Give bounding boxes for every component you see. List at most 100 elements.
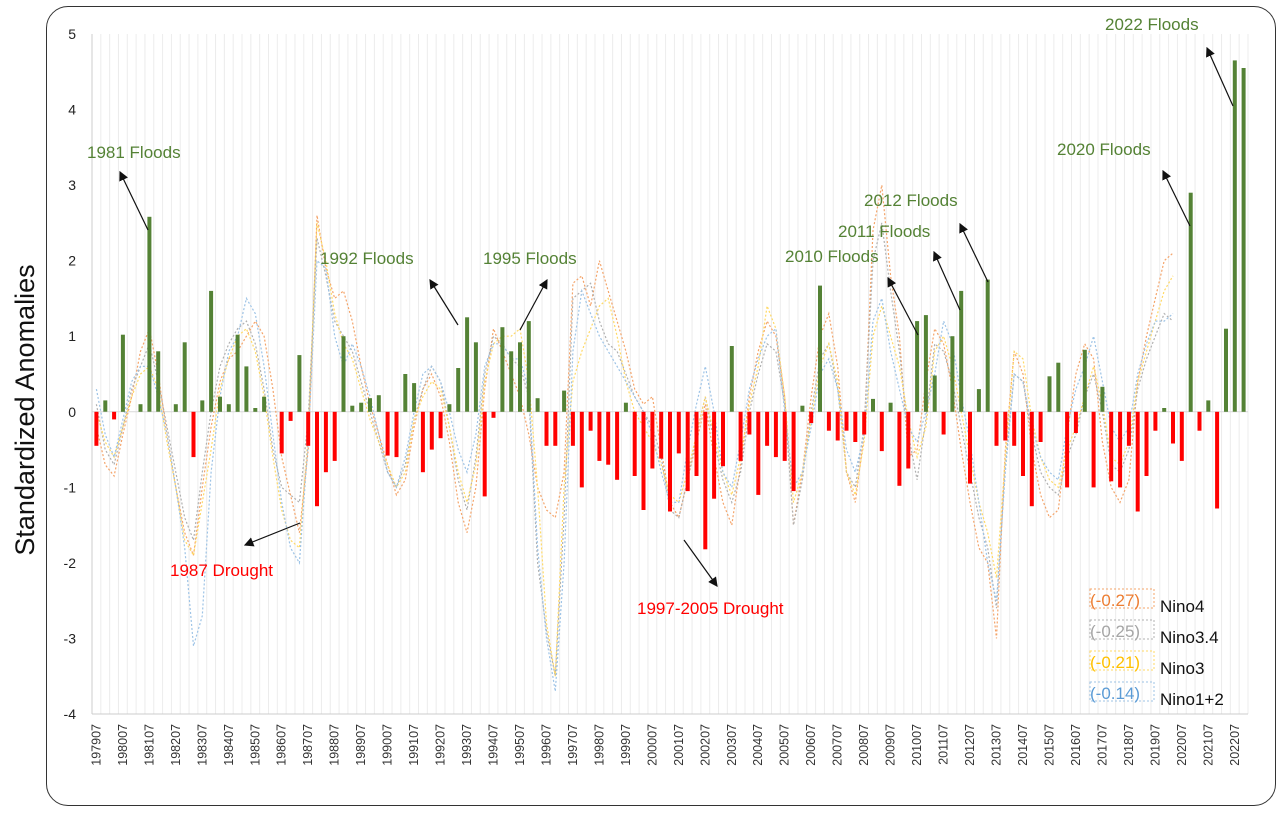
anomaly-bar [791, 411, 796, 492]
anomaly-bar [1215, 411, 1220, 509]
legend-corr-nino4: (-0.27) [1090, 591, 1140, 610]
x-tick-label: 198407 [222, 724, 236, 766]
anomaly-bar [976, 389, 981, 412]
anomaly-bar [782, 411, 787, 461]
anomaly-bar [668, 411, 672, 512]
anomaly-bar [923, 315, 928, 412]
x-tick-label: 201407 [1016, 724, 1030, 766]
anomaly-bar [1188, 192, 1193, 412]
anomaly-bar [765, 411, 770, 446]
y-tick-label: 2 [68, 253, 76, 269]
y-tick-label: 3 [68, 177, 76, 193]
anomaly-bar [1109, 411, 1114, 482]
anomaly-bar [244, 366, 249, 412]
annotation-2020-floods: 2020 Floods [1057, 140, 1151, 159]
anomaly-bar [1021, 411, 1025, 476]
x-tick-label: 198207 [169, 724, 183, 766]
anomaly-bar [1082, 349, 1087, 412]
annotation-arrow [119, 170, 149, 231]
anomaly-bar [800, 405, 805, 412]
anomaly-bar [623, 402, 628, 412]
anomaly-bar [1073, 411, 1078, 433]
x-tick-label: 201907 [1148, 724, 1162, 766]
x-tick-label: 200107 [672, 724, 686, 766]
annotation-arrow [933, 250, 961, 311]
anomaly-bar [694, 411, 699, 476]
anomaly-bar [597, 411, 602, 461]
anomaly-bar [1144, 411, 1149, 476]
anomaly-bar [138, 404, 143, 412]
anomaly-bar [1162, 408, 1167, 412]
anomaly-bar [809, 411, 814, 424]
anomaly-bar [315, 411, 319, 507]
line-nino34 [95, 222, 1174, 677]
annotation-1987-drought: 1987 Drought [170, 561, 273, 580]
x-axis: 197907 198007 198107 198207 198307 198407 1985… [89, 724, 1241, 766]
anomaly-bar [429, 411, 434, 450]
y-tick-label: -4 [64, 706, 77, 722]
anomaly-bar [509, 351, 514, 412]
legend-swatch-nino4 [1089, 588, 1155, 609]
anomaly-bar [544, 411, 549, 446]
x-tick-label: 201607 [1069, 724, 1083, 766]
y-axis-label: Standardized Anomalies [10, 264, 40, 555]
anomaly-bar [394, 411, 399, 458]
anomaly-bar [994, 411, 999, 446]
anomaly-bar [1232, 60, 1237, 412]
y-axis: 5 4 3 2 1 0 -1 -2 -3 -4 [64, 26, 77, 722]
anomaly-bar [1118, 411, 1123, 488]
anomaly-bar [112, 411, 117, 420]
annotation-arrow [887, 276, 919, 336]
anomaly-bar [200, 400, 205, 412]
line-nino12 [95, 259, 1174, 692]
anomaly-bar [676, 411, 681, 454]
x-tick-label: 198907 [354, 724, 368, 766]
x-tick-label: 198107 [142, 724, 156, 766]
anomaly-bar [156, 351, 161, 412]
y-tick-label: 4 [68, 102, 76, 118]
x-tick-label: 202107 [1201, 724, 1215, 766]
legend-name-nino3: Nino3 [1160, 659, 1204, 678]
legend-item-nino3: (-0.21) Nino3 [1089, 650, 1204, 678]
anomaly-bar [1003, 411, 1008, 441]
y-tick-label: -3 [64, 630, 77, 646]
x-tick-label: 200707 [831, 724, 845, 766]
anomaly-bar [323, 411, 328, 473]
anomaly-bar [412, 383, 417, 412]
y-tick-label: 5 [68, 26, 76, 42]
x-tick-label: 200807 [857, 724, 871, 766]
legend-swatch-nino3 [1089, 650, 1155, 671]
anomaly-bar [341, 336, 346, 412]
anomaly-bar [862, 411, 867, 435]
anomaly-bar [1065, 411, 1070, 488]
anomaly-bar [835, 411, 840, 441]
legend-item-nino4: (-0.27) Nino4 [1089, 588, 1204, 616]
anomaly-bar [103, 400, 108, 412]
anomaly-bar [526, 321, 531, 412]
annotation-2010-floods: 2010 Floods [785, 247, 879, 266]
anomaly-bar [703, 411, 708, 550]
anomaly-bar [941, 411, 946, 435]
anomaly-bar [570, 411, 575, 446]
anomaly-bar [738, 411, 743, 461]
x-tick-label: 200607 [804, 724, 818, 766]
anomaly-bar [173, 404, 178, 412]
anomaly-bar [420, 411, 425, 473]
anomaly-bar [826, 411, 831, 431]
legend-item-nino34: (-0.25) Nino3.4 [1089, 619, 1219, 647]
anomaly-bar [1091, 411, 1096, 488]
legend-name-nino4: Nino4 [1160, 597, 1204, 616]
annotation-1992-floods: 1992 Floods [320, 249, 414, 268]
x-tick-label: 199707 [566, 724, 580, 766]
anomaly-bar [297, 355, 302, 412]
line-nino4 [95, 184, 1174, 639]
x-tick-label: 201307 [990, 724, 1004, 766]
anomaly-bar [438, 411, 443, 439]
anomaly-bar [465, 317, 470, 412]
x-tick-label: 198707 [301, 724, 315, 766]
x-tick-label: 201007 [910, 724, 924, 766]
anomaly-bar [1206, 400, 1211, 412]
anomaly-bar [1135, 411, 1140, 512]
anomaly-bar [818, 285, 822, 412]
